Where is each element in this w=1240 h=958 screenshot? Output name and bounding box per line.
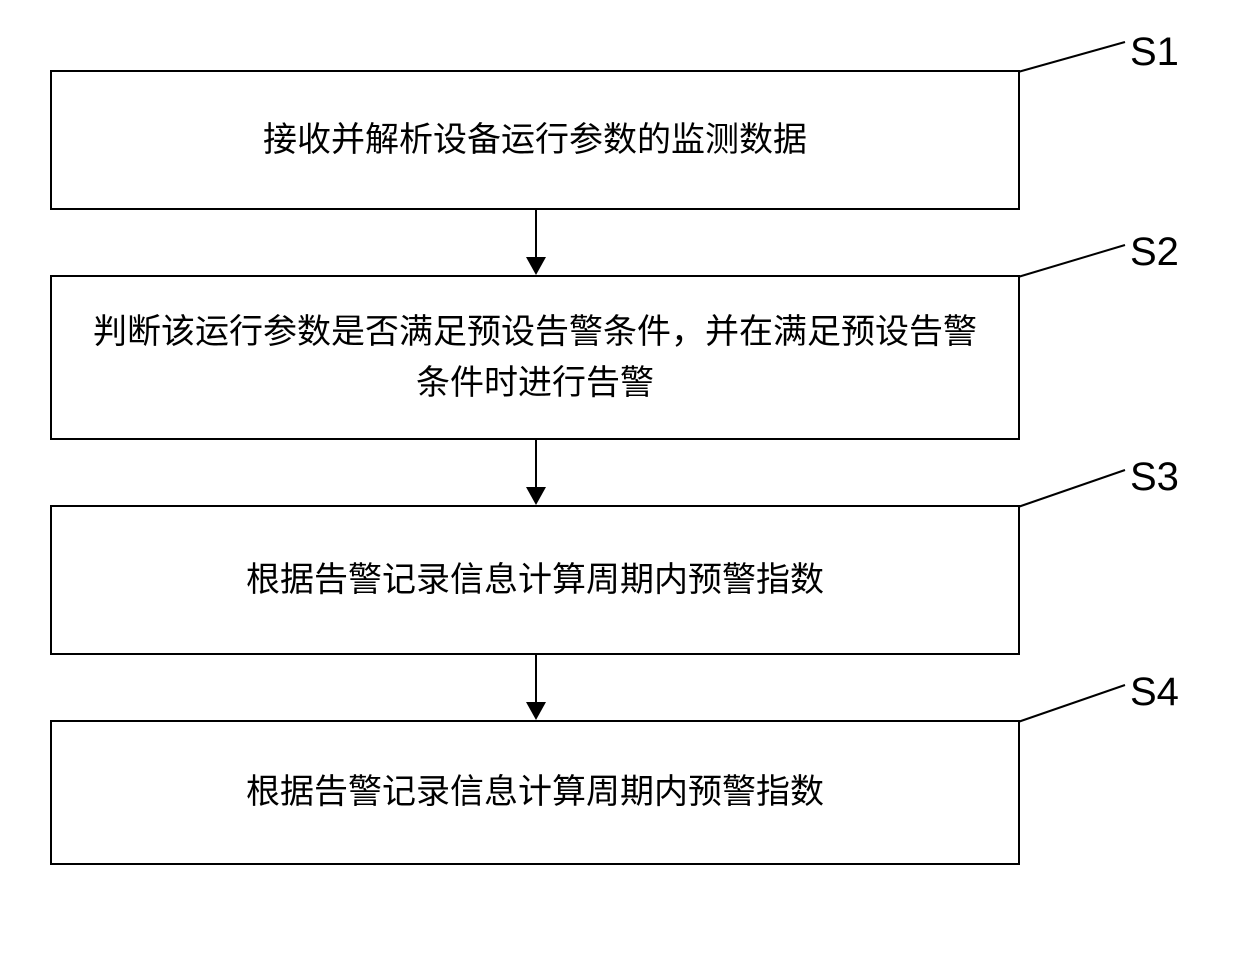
arrow-head (526, 257, 546, 275)
label-text-s2: S2 (1130, 230, 1179, 274)
step-box-s2: 判断该运行参数是否满足预设告警条件，并在满足预设告警条件时进行告警 (50, 275, 1020, 440)
step-box-s1: 接收并解析设备运行参数的监测数据 (50, 70, 1020, 210)
arrow-head (526, 702, 546, 720)
label-text-s3: S3 (1130, 455, 1179, 499)
step-label-s2: S2 (1130, 230, 1179, 275)
arrow-s3-s4 (535, 655, 537, 720)
step-text-s3: 根据告警记录信息计算周期内预警指数 (246, 555, 824, 606)
label-line-s4 (1018, 681, 1133, 726)
step-text-s4: 根据告警记录信息计算周期内预警指数 (246, 767, 824, 818)
arrow-line (535, 655, 537, 705)
step-box-s3: 根据告警记录信息计算周期内预警指数 (50, 505, 1020, 655)
arrow-line (535, 440, 537, 490)
step-label-s4: S4 (1130, 670, 1179, 715)
step-label-s3: S3 (1130, 455, 1179, 500)
label-line-s1 (1018, 38, 1133, 78)
step-text-s1: 接收并解析设备运行参数的监测数据 (263, 115, 807, 166)
arrow-s2-s3 (535, 440, 537, 505)
label-line-s3 (1018, 466, 1133, 511)
step-text-s2: 判断该运行参数是否满足预设告警条件，并在满足预设告警条件时进行告警 (92, 307, 978, 409)
arrow-head (526, 487, 546, 505)
label-line-s2 (1018, 241, 1133, 281)
step-box-s4: 根据告警记录信息计算周期内预警指数 (50, 720, 1020, 865)
arrow-line (535, 210, 537, 260)
label-text-s4: S4 (1130, 670, 1179, 714)
step-label-s1: S1 (1130, 30, 1179, 75)
label-text-s1: S1 (1130, 30, 1179, 74)
arrow-s1-s2 (535, 210, 537, 275)
